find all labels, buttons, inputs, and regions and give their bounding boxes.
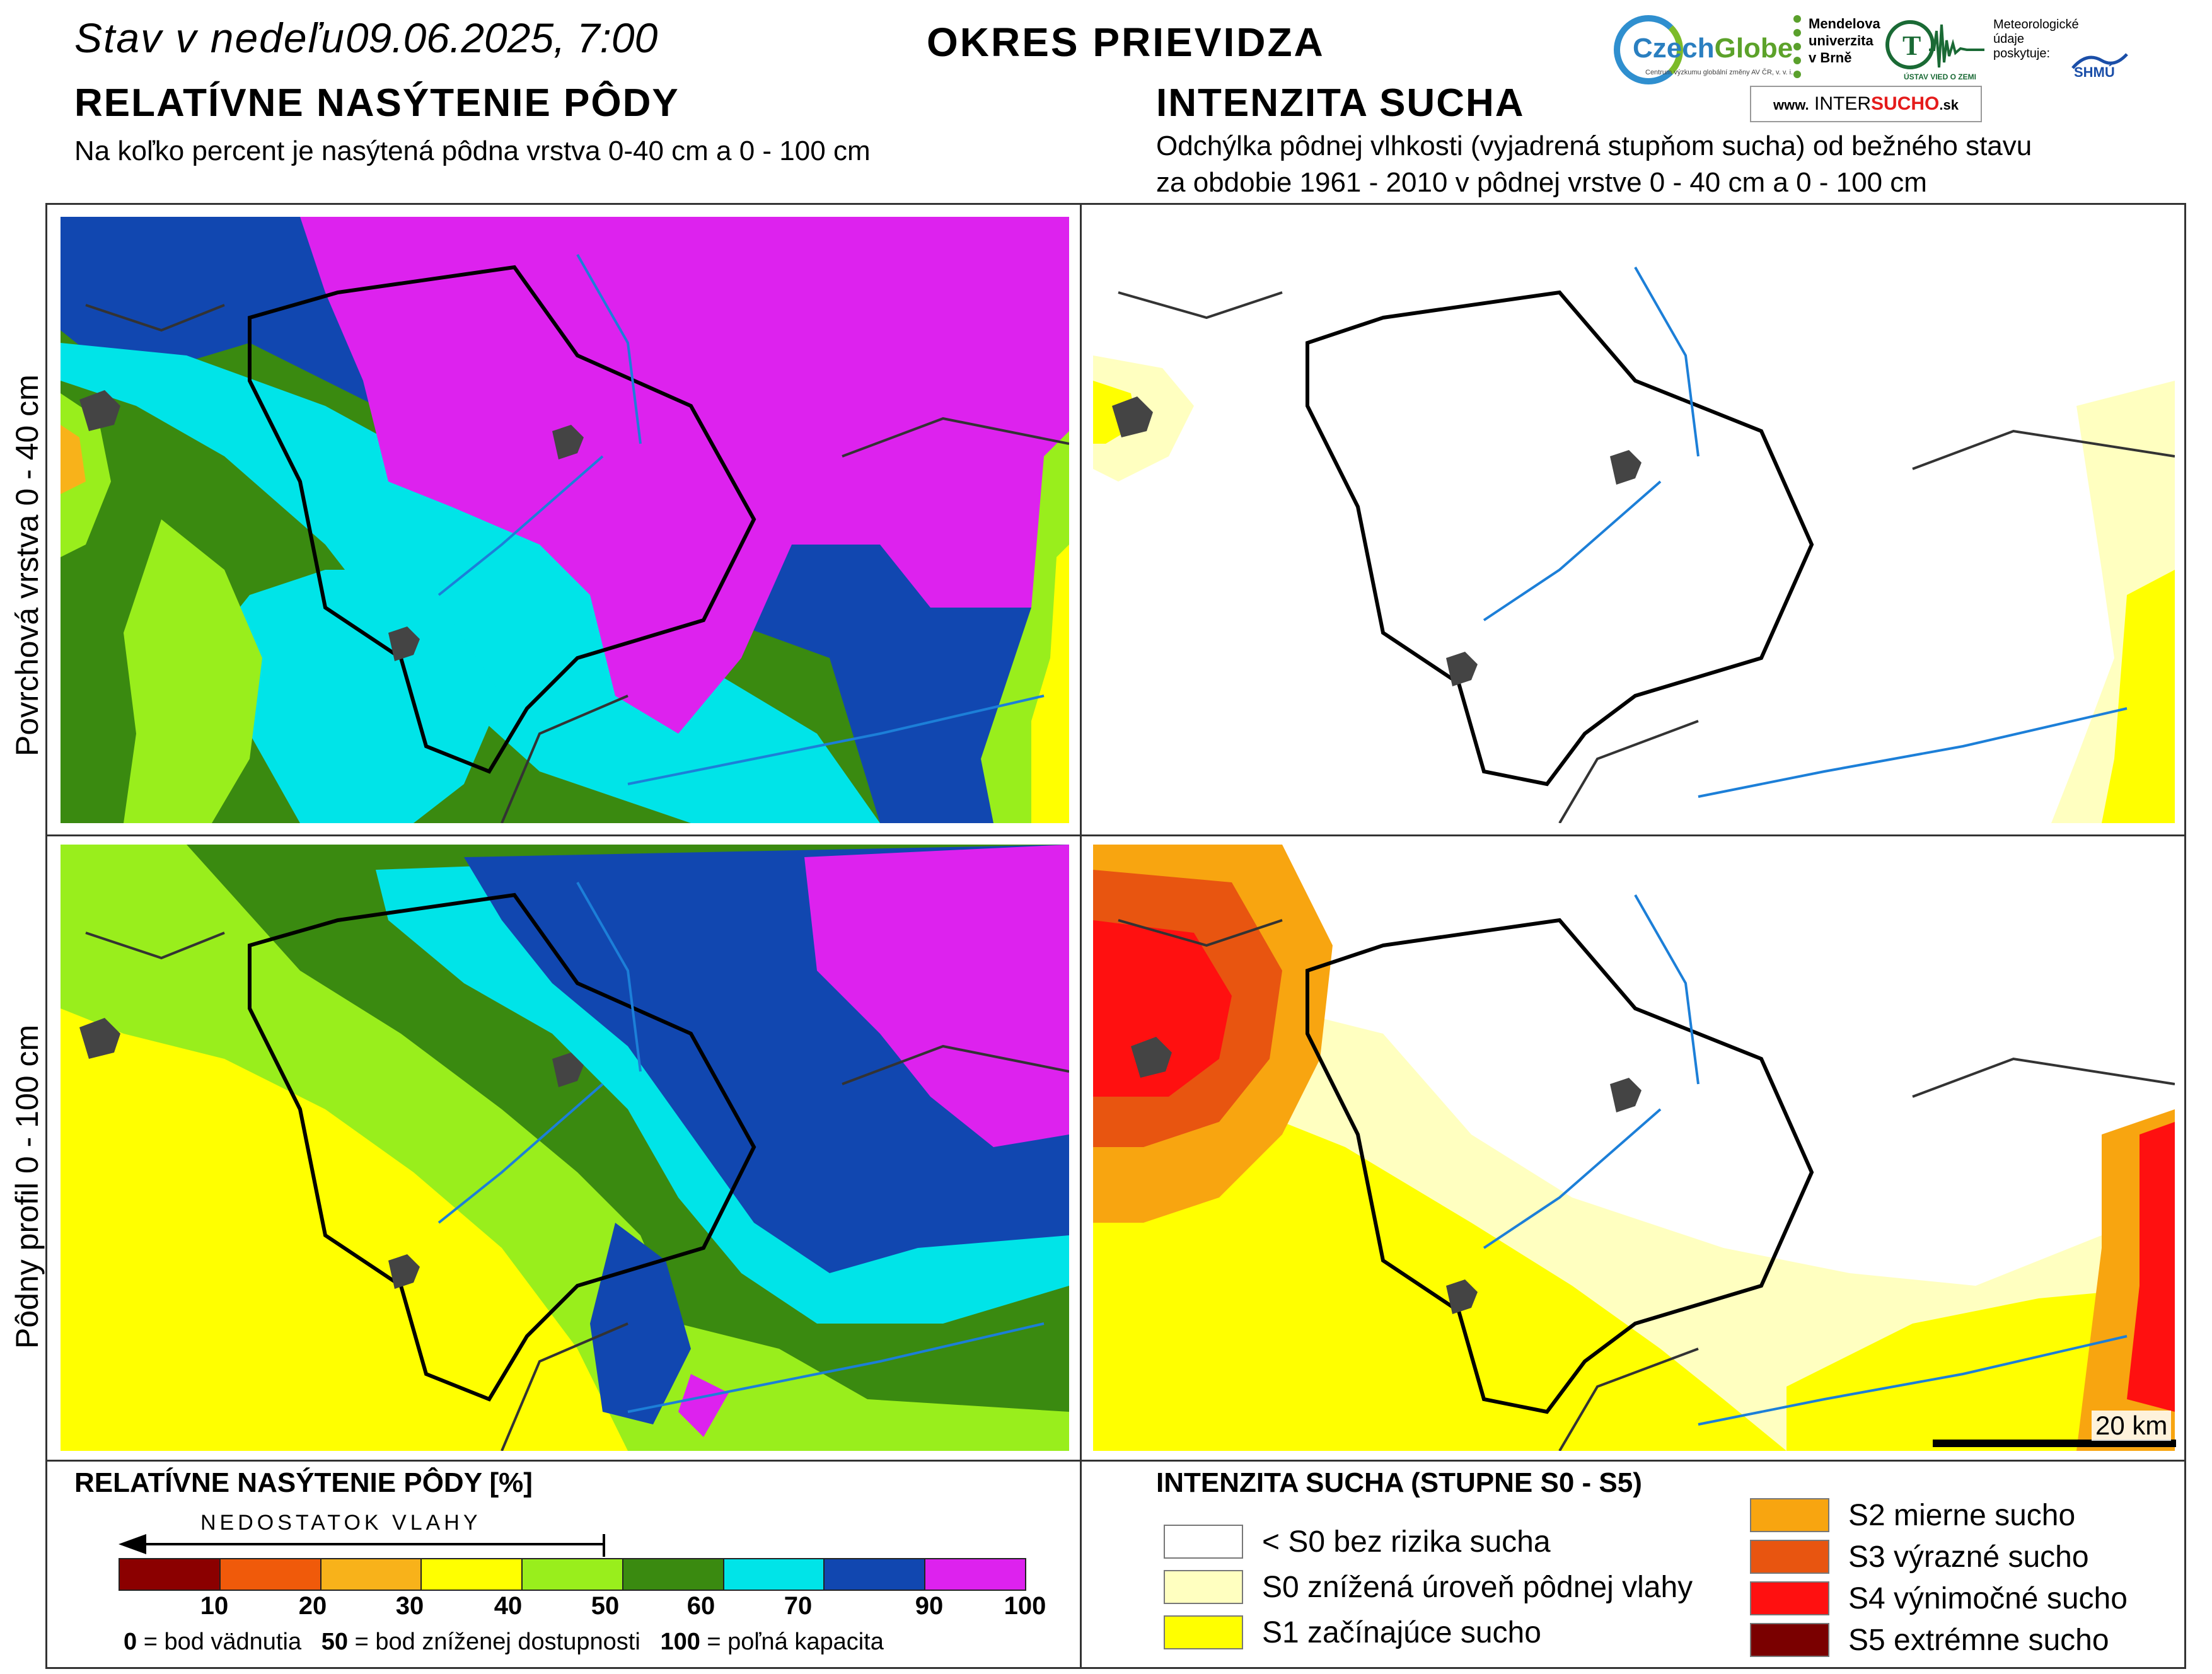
map-saturation-topsoil (61, 217, 1069, 823)
saturation-color-scale (119, 1558, 1026, 1591)
shmu-icon: SHMÚ (2071, 53, 2128, 80)
drought-class-s3: S3 výrazné sucho (1750, 1538, 2089, 1576)
drought-section-title: INTENZITA SUCHA (1156, 81, 1525, 125)
column-divider (1080, 203, 1082, 1669)
czechglobe-logo: CzechGlobe Centrum výzkumu globální změn… (1607, 9, 1797, 91)
row-label-topsoil: Povrchová vrstva 0 - 40 cm (9, 374, 45, 756)
map-saturation-profile (61, 845, 1069, 1451)
mendel-university-logo: Mendelova univerzita v Brně (1793, 15, 1880, 91)
mendel-dots-icon (1793, 15, 1806, 84)
intersucho-sucho: SUCHO (1871, 93, 1940, 114)
status-prefix: Stav v nedeľu (74, 14, 345, 61)
scale-swatch (925, 1559, 1026, 1590)
czechglobe-name-b: Globe (1714, 33, 1793, 64)
drought-swatch (1750, 1540, 1829, 1574)
drought-swatch (1750, 1623, 1829, 1657)
scale-bar-label: 20 km (2092, 1411, 2172, 1441)
scale-tick: 100 (1004, 1592, 1046, 1620)
drought-class-s1: S1 začínajúce sucho (1164, 1613, 1541, 1651)
drought-section-subtitle-2: za obdobie 1961 - 2010 v pôdnej vrstve 0… (1156, 167, 1927, 198)
drought-swatch (1164, 1570, 1243, 1604)
drought-class-label: S1 začínajúce sucho (1262, 1615, 1541, 1649)
explanation-text-50: = bod zníženej dostupnosti (348, 1629, 640, 1655)
drought-class-label: S2 mierne sucho (1848, 1498, 2076, 1532)
scale-tick: 90 (915, 1592, 944, 1620)
date-time: 09.06.2025, 7:00 (345, 14, 658, 61)
czechglobe-name: Czech (1633, 33, 1715, 64)
drought-swatch (1750, 1581, 1829, 1615)
explanation-text-100: = poľná kapacita (700, 1629, 884, 1655)
row-label-profile: Pôdny profil 0 - 100 cm (9, 1024, 45, 1349)
scale-swatch (623, 1559, 724, 1590)
scale-swatch (220, 1559, 321, 1590)
drought-swatch (1164, 1615, 1243, 1649)
intersucho-logo: www. INTERSUCHO.sk (1750, 86, 1982, 122)
intersucho-inter: INTER (1814, 93, 1872, 114)
meteo-line-2: údaje (1993, 32, 2024, 46)
saturation-explanation: 0 = bod vädnutia 50 = bod zníženej dostu… (124, 1629, 884, 1656)
saturation-legend-title: RELATÍVNE NASÝTENIE PÔDY [%] (74, 1467, 533, 1498)
row-divider (45, 834, 2186, 836)
intersucho-www: www. (1773, 97, 1809, 113)
saturation-section-title: RELATÍVNE NASÝTENIE PÔDY (74, 81, 680, 125)
drought-class-s0: S0 znížená úroveň pôdnej vlahy (1164, 1568, 1693, 1606)
drought-class-label: S4 výnimočné sucho (1848, 1581, 2128, 1615)
ustav-name: ÚSTAV VIED O ZEMI (1904, 72, 1976, 81)
scale-bar (1933, 1440, 2176, 1447)
seismograph-icon: T (1885, 20, 1984, 69)
saturation-section-subtitle: Na koľko percent je nasýtená pôdna vrstv… (74, 136, 871, 166)
scale-swatch (825, 1559, 926, 1590)
scale-swatch (321, 1559, 422, 1590)
drought-class-s2: S2 mierne sucho (1750, 1496, 2075, 1534)
scale-swatch (724, 1559, 825, 1590)
scale-tick: 50 (591, 1592, 620, 1620)
legend-divider (45, 1460, 2186, 1462)
ustav-vied-o-zemi-logo: T ÚSTAV VIED O ZEMI (1885, 18, 1986, 88)
map-drought-topsoil (1093, 217, 2175, 823)
shmu-logo: SHMÚ (2068, 47, 2131, 80)
mendel-line-3: v Brně (1809, 50, 1852, 66)
scale-tick: 40 (494, 1592, 523, 1620)
drought-swatch (1164, 1525, 1243, 1559)
drought-section-subtitle-1: Odchýlka pôdnej vlhkosti (vyjadrená stup… (1156, 130, 2032, 161)
district-title: OKRES PRIEVIDZA (927, 20, 1325, 65)
explanation-value-50: 50 (321, 1629, 349, 1655)
drought-class-label: S5 extrémne sucho (1848, 1623, 2109, 1657)
mendel-line-1: Mendelova (1809, 16, 1880, 32)
drought-class-label: < S0 bez rizika sucha (1262, 1525, 1551, 1559)
drought-class-s4: S4 výnimočné sucho (1750, 1579, 2128, 1617)
scale-swatch (523, 1559, 623, 1590)
scale-tick: 70 (784, 1592, 813, 1620)
meteo-line-1: Meteorologické (1993, 18, 2079, 32)
drought-class-label: S0 znížená úroveň pôdnej vlahy (1262, 1570, 1693, 1604)
drought-class-s5: S5 extrémne sucho (1750, 1621, 2109, 1659)
drought-class-label: S3 výrazné sucho (1848, 1540, 2089, 1574)
scale-tick: 60 (686, 1592, 715, 1620)
meteo-line-3: poskytuje: (1993, 47, 2051, 61)
explanation-value-0: 0 (124, 1629, 137, 1655)
drought-swatch (1750, 1498, 1829, 1532)
meteo-provider-text: Meteorologické údaje poskytuje: (1993, 18, 2079, 61)
shmu-name: SHMÚ (2074, 64, 2115, 78)
intersucho-sk: .sk (1939, 97, 1959, 113)
mendel-line-2: univerzita (1809, 33, 1873, 49)
scale-tick: 30 (395, 1592, 424, 1620)
czechglobe-tag: Centrum výzkumu globální změny AV ČR, v.… (1645, 69, 1793, 76)
scale-swatch (120, 1559, 221, 1590)
map-drought-profile (1093, 845, 2175, 1451)
map-frame (45, 203, 2186, 1669)
scale-swatch (422, 1559, 523, 1590)
scale-tick: 20 (298, 1592, 327, 1620)
date-line: Stav v nedeľu09.06.2025, 7:00 (74, 14, 657, 62)
drought-legend-title: INTENZITA SUCHA (STUPNE S0 - S5) (1156, 1467, 1642, 1498)
explanation-text-0: = bod vädnutia (137, 1629, 302, 1655)
explanation-value-100: 100 (660, 1629, 700, 1655)
partner-logos: CzechGlobe Centrum výzkumu globální změn… (1607, 9, 2200, 122)
svg-text:T: T (1902, 30, 1921, 61)
deficit-label: NEDOSTATOK VLAHY (200, 1511, 482, 1535)
deficit-arrow-icon (119, 1534, 605, 1557)
globe-ring-icon (1614, 15, 1683, 84)
scale-tick: 10 (200, 1592, 229, 1620)
drought-class-none: < S0 bez rizika sucha (1164, 1523, 1551, 1561)
